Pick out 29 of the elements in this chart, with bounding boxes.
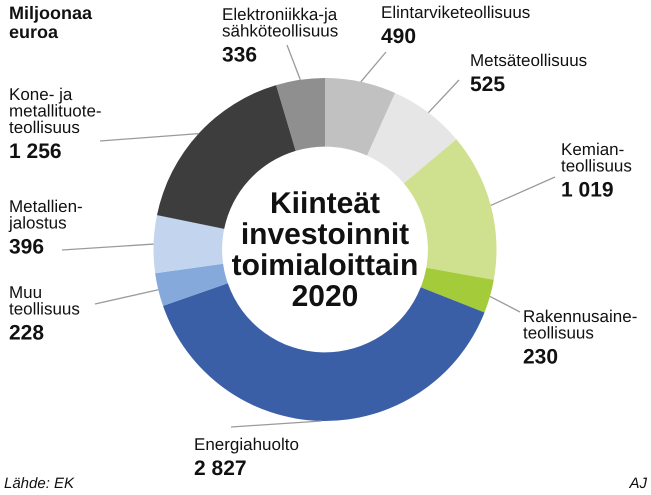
slice-label: Kemian- teollisuus [561, 140, 632, 176]
text: AJ [628, 475, 648, 492]
data-label: 525 [470, 73, 506, 96]
donut-slice [154, 215, 224, 274]
slice-label: Rakennusaine- teollisuus [523, 307, 638, 342]
donut-slice [325, 78, 396, 156]
donut-slice [420, 268, 494, 312]
data-label: 1 256 [9, 140, 62, 163]
data-label: 336 [222, 44, 258, 66]
slice-label: Kone- ja metallituote- teollisuus [9, 85, 102, 137]
slice-label: Elektroniikka-ja sähköteollisuus [222, 5, 338, 40]
text: Lähde: EK [4, 475, 76, 492]
slice-label: Muu teollisuus [9, 283, 80, 318]
data-label: 1 019 [561, 178, 614, 202]
data-label: 230 [523, 346, 558, 368]
slice-label: Energiahuolto [194, 435, 299, 454]
donut-slice [276, 78, 325, 151]
data-label: 490 [381, 25, 416, 48]
donut-slice [367, 93, 456, 184]
donut-slice [163, 283, 485, 421]
data-label: 228 [9, 322, 44, 344]
data-label: 396 [9, 236, 44, 258]
donut-slice [155, 264, 228, 306]
data-label: 2 827 [194, 457, 247, 480]
slice-label: Metallien- jalostus [8, 197, 83, 232]
slice-label: Elintarviketeollisuus [381, 3, 530, 22]
text: Kiinteät investoinnit toimialoittain 2020 [232, 187, 418, 313]
slice-label: Metsäteollisuus [470, 51, 588, 70]
chart-subtitle: Miljoonaa euroa [9, 3, 93, 42]
